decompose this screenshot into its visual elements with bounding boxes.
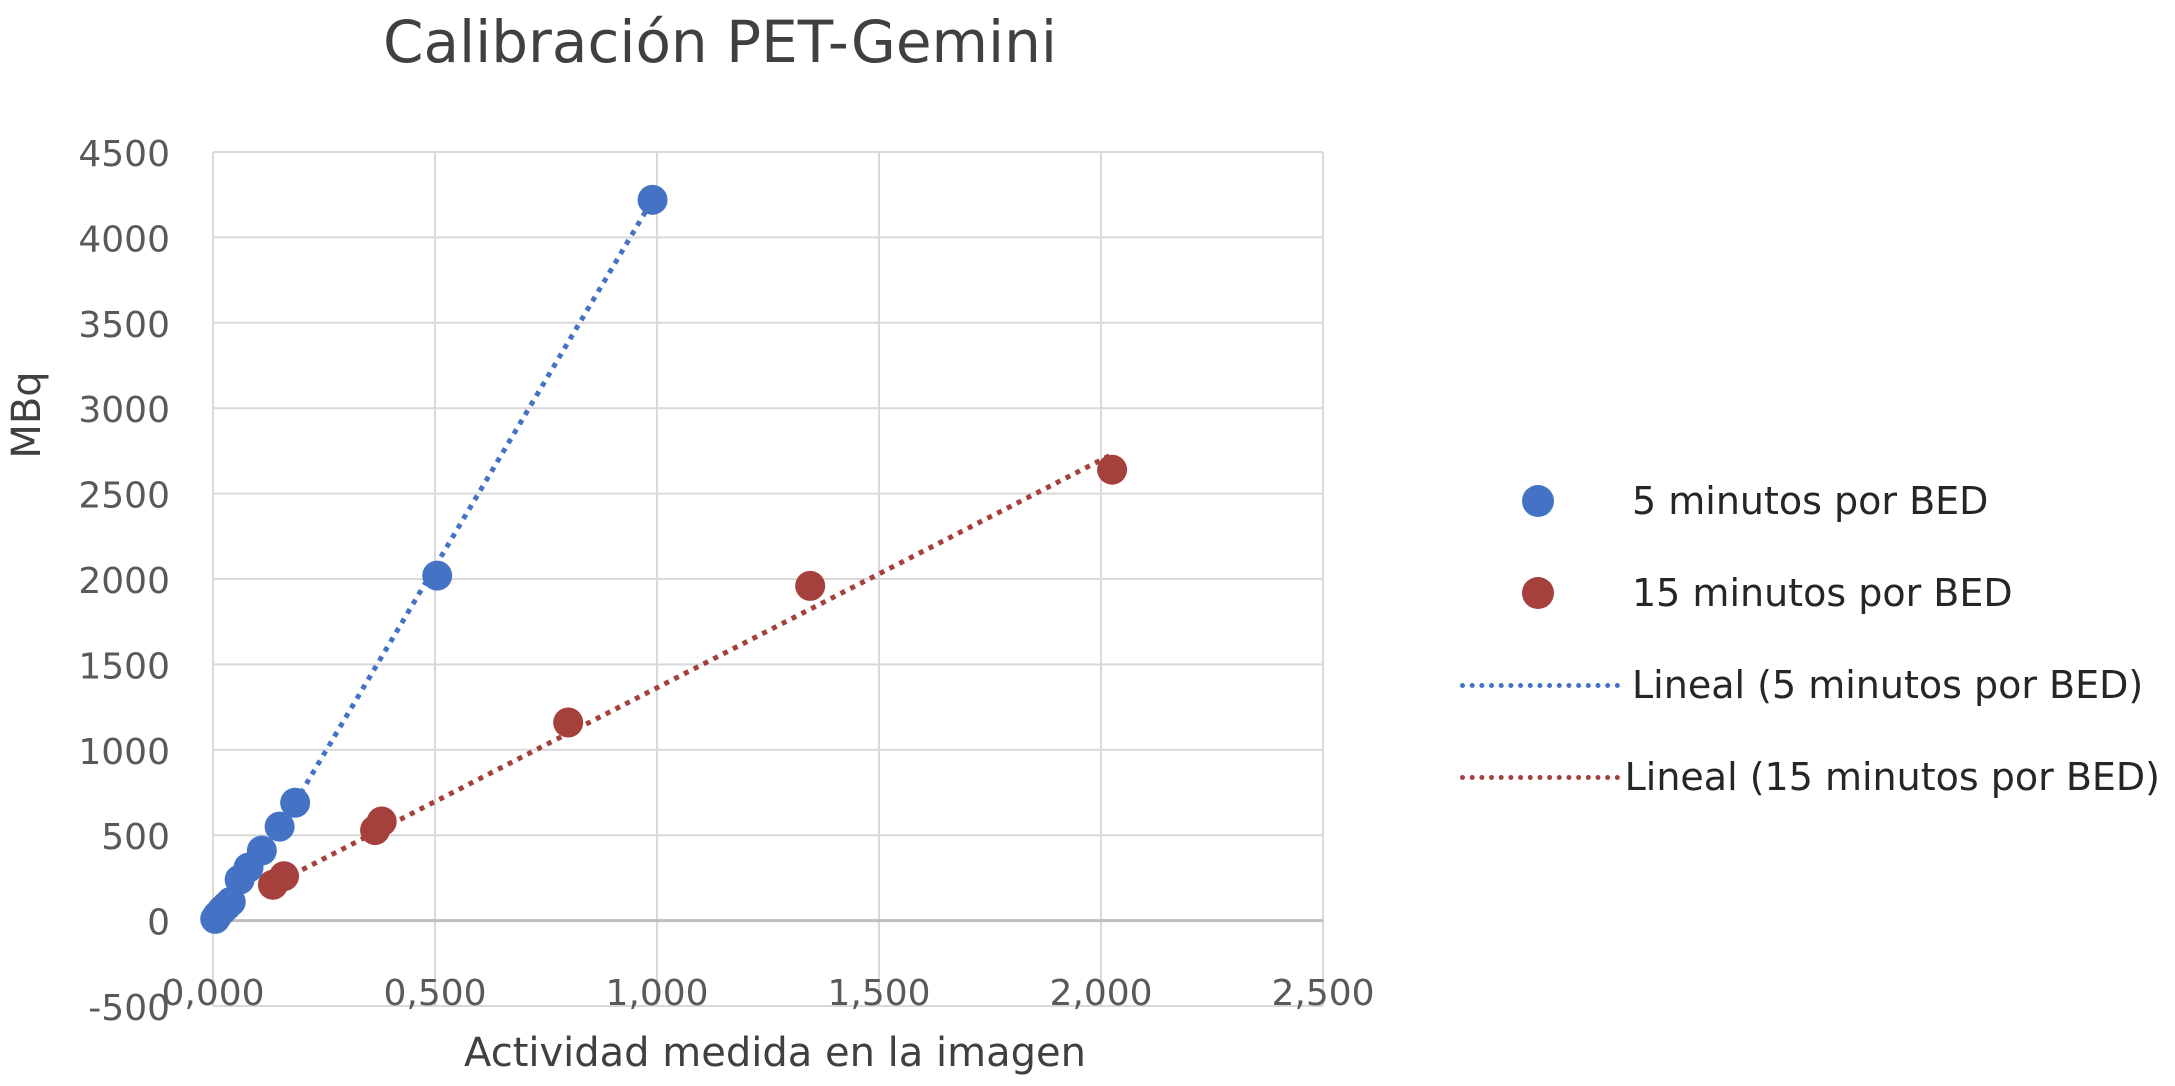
legend-label-5min: 5 minutos por BED: [1632, 479, 1989, 523]
y-tick-label: 4000: [78, 219, 170, 260]
legend-label-trend-5min: Lineal (5 minutos por BED): [1632, 663, 2144, 707]
data-point: [264, 811, 295, 842]
data-point: [280, 787, 311, 818]
x-tick-label: 2,500: [1271, 973, 1374, 1014]
y-tick-label: 4500: [78, 134, 170, 175]
x-tick-label: 0,000: [161, 973, 264, 1014]
x-tick-label: 1,500: [827, 973, 930, 1014]
data-point: [422, 560, 453, 591]
data-point: [795, 570, 826, 601]
y-tick-label: 500: [101, 817, 170, 858]
legend-item-5min: 5 minutos por BED: [1460, 455, 2160, 547]
trendlines: [271, 198, 1114, 887]
x-tick-label: 0,500: [383, 973, 486, 1014]
y-tick-label: 1000: [78, 732, 170, 773]
y-tick-label: 0: [147, 903, 170, 944]
legend-item-trend-15min: Lineal (15 minutos por BED): [1460, 731, 2160, 823]
legend-marker-15min: [1460, 573, 1620, 613]
data-point: [1097, 454, 1128, 485]
chart-title: Calibración PET-Gemini: [382, 8, 1058, 76]
legend-item-trend-5min: Lineal (5 minutos por BED): [1460, 639, 2160, 731]
legend-label-trend-15min: Lineal (15 minutos por BED): [1624, 755, 2160, 799]
y-tick-label: 2500: [78, 476, 170, 517]
x-tick-label: 2,000: [1049, 973, 1152, 1014]
legend-marker-5min: [1460, 481, 1620, 521]
y-tick-label: 3500: [78, 305, 170, 346]
y-tick-label: 3000: [78, 390, 170, 431]
x-tick-label: 1,000: [605, 973, 708, 1014]
trendline: [292, 198, 655, 805]
legend: 5 minutos por BED 15 minutos por BED Lin…: [1460, 455, 2160, 823]
y-axis-label: MBq: [4, 371, 50, 458]
legend-marker-trend-5min: [1460, 665, 1620, 705]
data-point: [246, 835, 277, 866]
data-points: [200, 184, 1128, 934]
data-point: [269, 861, 300, 892]
data-point: [366, 806, 397, 837]
tick-labels: -500 0 500 1000 1500 2000 2500 3000 3500 4000 4500…: [78, 134, 1374, 1029]
grid: [212, 151, 1324, 1007]
y-tick-label: 1500: [78, 646, 170, 687]
data-point: [553, 707, 584, 738]
y-tick-label: -500: [88, 988, 170, 1029]
legend-marker-trend-15min: [1460, 757, 1620, 797]
x-axis-label: Actividad medida en la imagen: [464, 1030, 1086, 1076]
y-tick-label: 2000: [78, 561, 170, 602]
legend-item-15min: 15 minutos por BED: [1460, 547, 2160, 639]
trendline: [271, 452, 1114, 887]
legend-label-15min: 15 minutos por BED: [1632, 571, 2013, 615]
data-point: [637, 184, 668, 215]
